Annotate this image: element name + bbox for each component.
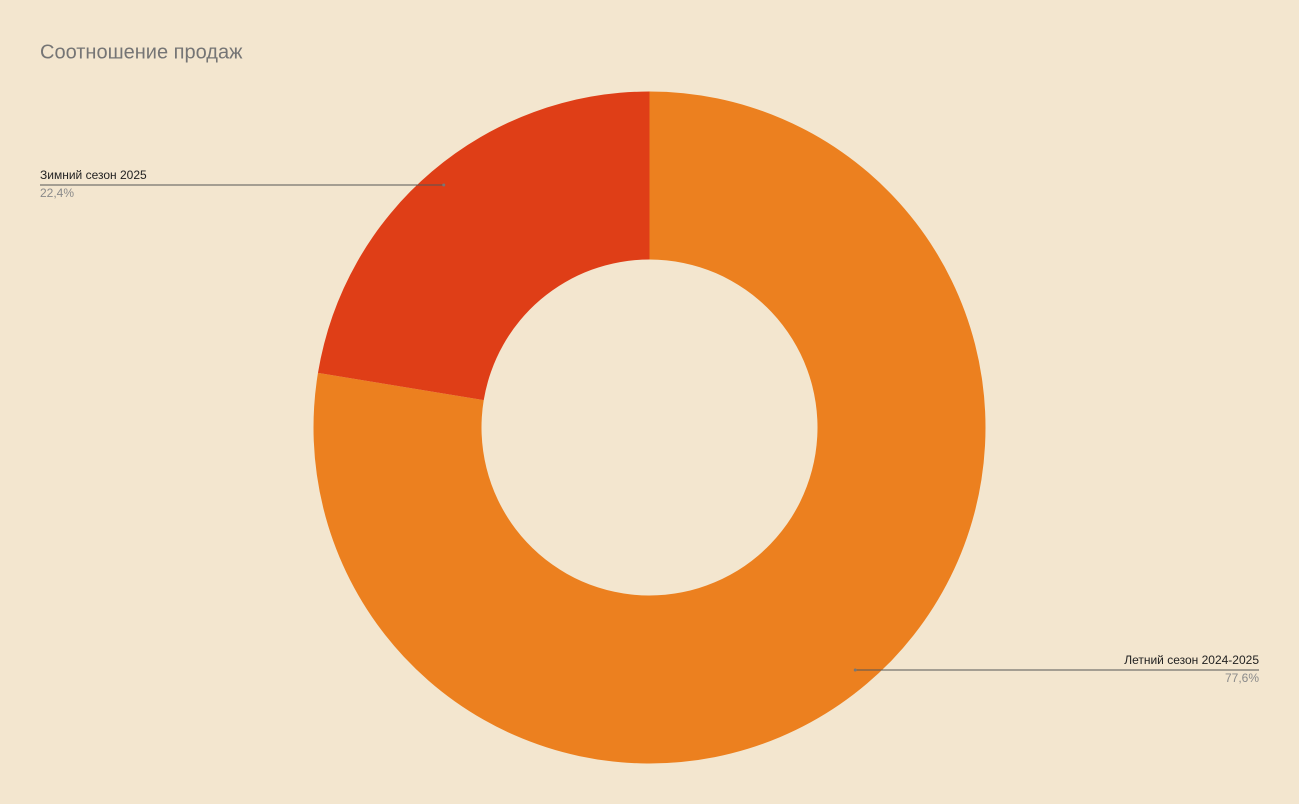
chart-title: Соотношение продаж (40, 41, 243, 63)
value-label: 77,6% (1225, 671, 1259, 685)
leader-dot (442, 183, 446, 187)
slice (313, 91, 986, 764)
slice-label: Летний сезон 2024-2025 (1124, 653, 1259, 667)
value-label: 22,4% (40, 186, 74, 200)
leader-dot (853, 668, 857, 672)
slice-label: Зимний сезон 2025 (40, 168, 147, 182)
slice (317, 91, 650, 401)
